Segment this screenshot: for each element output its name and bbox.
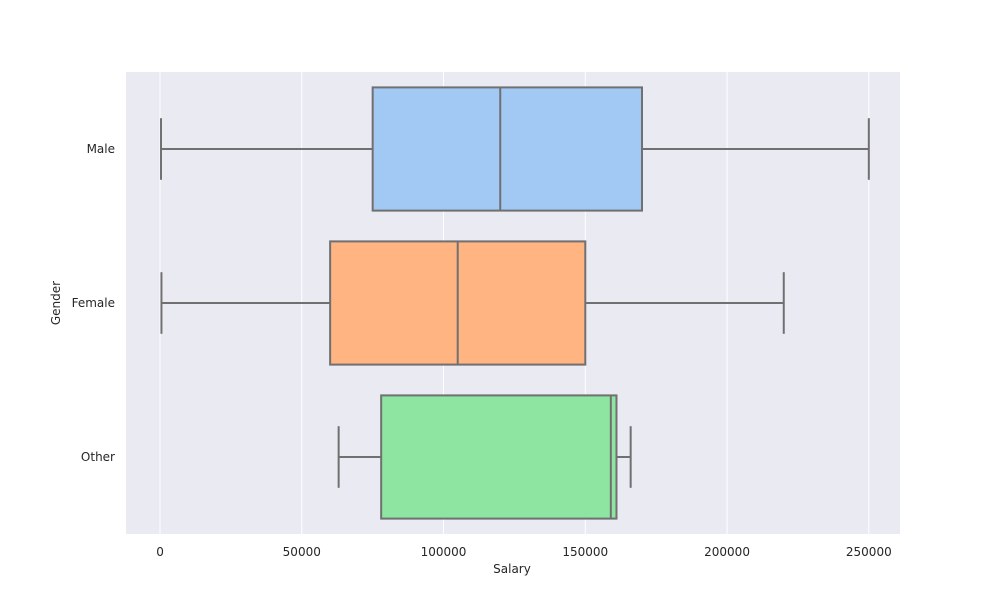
y-tick-label-male: Male	[87, 142, 115, 156]
x-tick-label-2: 100000	[421, 545, 467, 559]
box-female	[160, 240, 785, 366]
x-tick-label-5: 250000	[846, 545, 892, 559]
y-tick-label-female: Female	[72, 296, 115, 310]
y-tick-label-other: Other	[81, 450, 115, 464]
x-tick-label-0: 0	[156, 545, 164, 559]
iqr-box-other	[380, 394, 618, 520]
y-axis-label: Gender	[49, 281, 63, 325]
x-tick-label-3: 150000	[562, 545, 608, 559]
box-other	[337, 394, 632, 520]
boxes	[160, 86, 870, 520]
box-male	[160, 86, 870, 212]
iqr-box-male	[371, 86, 643, 212]
x-tick-label-4: 200000	[704, 545, 750, 559]
tick-labels: 0 50000 100000 150000 200000 250000 Male Female…	[72, 142, 892, 559]
x-tick-label-1: 50000	[283, 545, 321, 559]
x-axis-label: Salary	[493, 562, 531, 576]
